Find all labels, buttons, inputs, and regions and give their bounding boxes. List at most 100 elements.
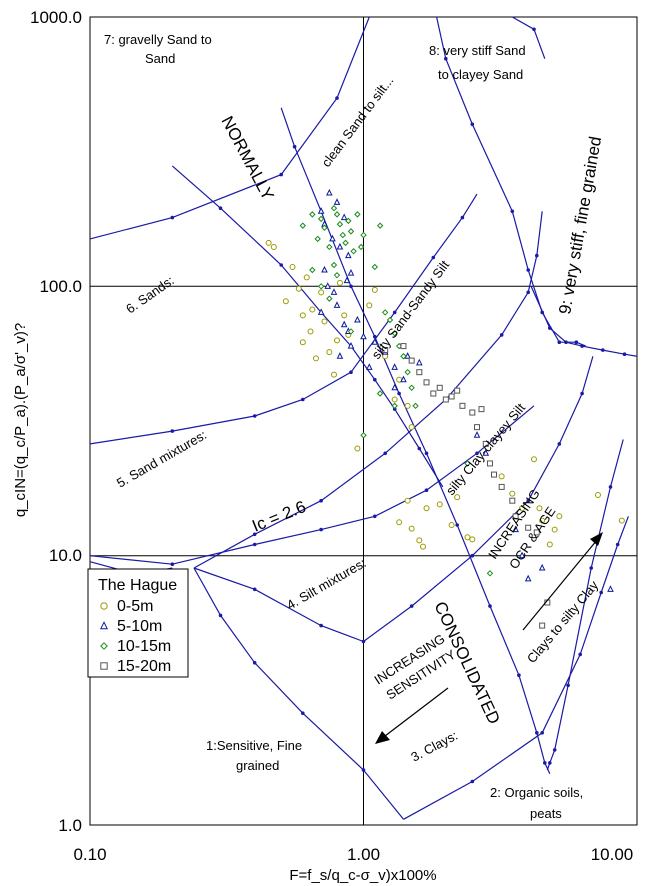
data-point-square <box>455 388 460 393</box>
data-point-circle <box>405 403 410 408</box>
boundary-node <box>580 392 584 396</box>
boundary-node <box>623 352 627 356</box>
boundary-node <box>543 761 547 765</box>
boundary-node <box>279 263 283 267</box>
legend-label: 0-5m <box>117 598 153 615</box>
data-point-circle <box>557 514 562 519</box>
data-point-circle <box>283 299 288 304</box>
data-point-circle <box>595 492 600 497</box>
boundary-node <box>540 311 544 315</box>
legend-marker <box>101 603 107 609</box>
data-point-circle <box>397 520 402 525</box>
legend-label: 10-15m <box>117 638 171 655</box>
data-point-circle <box>531 457 536 462</box>
data-point-circle <box>310 307 315 312</box>
boundary-node <box>362 640 366 644</box>
data-point-circle <box>499 474 504 479</box>
boundary-node <box>601 348 605 352</box>
boundary-node <box>500 333 504 337</box>
boundary-node <box>171 216 175 220</box>
boundary-node <box>279 173 283 177</box>
boundary-node <box>349 370 353 374</box>
data-point-square <box>401 344 406 349</box>
data-point-square <box>487 461 492 466</box>
x-tick-label: 1.00 <box>347 845 380 864</box>
data-point-square <box>499 484 504 489</box>
zone-label: 2: Organic soils, <box>490 785 583 800</box>
boundary-node <box>219 614 223 618</box>
boundary-node <box>253 588 257 592</box>
data-point-square <box>540 623 545 628</box>
boundary-node <box>566 684 570 688</box>
zone-label: peats <box>530 806 562 821</box>
data-point-circle <box>334 338 339 343</box>
plot-area <box>90 17 637 825</box>
data-point-circle <box>547 542 552 547</box>
boundary-node <box>335 96 339 100</box>
legend: The Hague 0-5m 5-10m 10-15m 15-20m <box>88 569 188 677</box>
boundary-node <box>171 562 175 566</box>
boundary-node <box>373 515 377 519</box>
data-point-circle <box>300 340 305 345</box>
x-tick-label: 0.10 <box>73 845 106 864</box>
data-point-circle <box>296 286 301 291</box>
data-point-circle <box>266 240 271 245</box>
boundary-node <box>319 528 323 532</box>
boundary-node <box>301 398 305 402</box>
data-point-circle <box>271 244 276 249</box>
data-point-circle <box>392 397 397 402</box>
boundary-node <box>575 340 579 344</box>
data-point-circle <box>409 526 414 531</box>
data-point-square <box>424 380 429 385</box>
data-point-square <box>431 391 436 396</box>
boundary-node <box>488 604 492 608</box>
boundary-node <box>609 485 613 489</box>
y-tick-label: 10.0 <box>49 546 82 565</box>
boundary-node <box>393 311 397 315</box>
zone-label: to clayey Sand <box>438 67 523 82</box>
data-point-square <box>479 407 484 412</box>
data-point-circle <box>322 319 327 324</box>
data-point-circle <box>342 313 347 318</box>
data-point-circle <box>290 264 295 269</box>
data-point-circle <box>319 290 324 295</box>
data-point-circle <box>619 518 624 523</box>
boundary-node <box>511 210 515 214</box>
boundary-node <box>253 414 257 418</box>
boundary-node <box>301 711 305 715</box>
data-point-circle <box>327 350 332 355</box>
boundary-node <box>425 488 429 492</box>
boundary-node <box>558 340 562 344</box>
boundary-node <box>397 392 401 396</box>
zone-label: Sand <box>145 51 175 66</box>
boundary-node <box>558 442 562 446</box>
y-axis-label: q_cIN=(q_c/P_a).(P_a/σ'_v)? <box>12 323 29 517</box>
y-tick-label: 1000.0 <box>30 8 82 27</box>
boundary-node <box>471 780 475 784</box>
boundary-node <box>526 268 530 272</box>
zone-label: 8: very stiff Sand <box>429 43 526 58</box>
boundary-node <box>171 429 175 433</box>
data-point-circle <box>313 356 318 361</box>
data-point-square <box>460 403 465 408</box>
boundary-node <box>319 499 323 503</box>
boundary-node <box>553 748 557 752</box>
data-point-square <box>491 472 496 477</box>
boundary-node <box>219 206 223 210</box>
boundary-node <box>471 122 475 126</box>
data-point-square <box>470 410 475 415</box>
data-point-circle <box>304 275 309 280</box>
boundary-node <box>319 624 323 628</box>
data-point-circle <box>337 280 342 285</box>
x-axis-label: F=f_s/q_c-σ_v)x100% <box>289 867 436 884</box>
zone-label: 1:Sensitive, Fine <box>206 738 302 753</box>
boundary-node <box>532 28 536 32</box>
x-tick-label: 10.00 <box>591 845 634 864</box>
legend-label: 15-20m <box>117 658 171 675</box>
boundary-node <box>373 335 377 339</box>
boundary-node <box>589 566 593 570</box>
boundary-node <box>526 291 530 295</box>
data-point-circle <box>308 329 313 334</box>
data-point-circle <box>300 313 305 318</box>
